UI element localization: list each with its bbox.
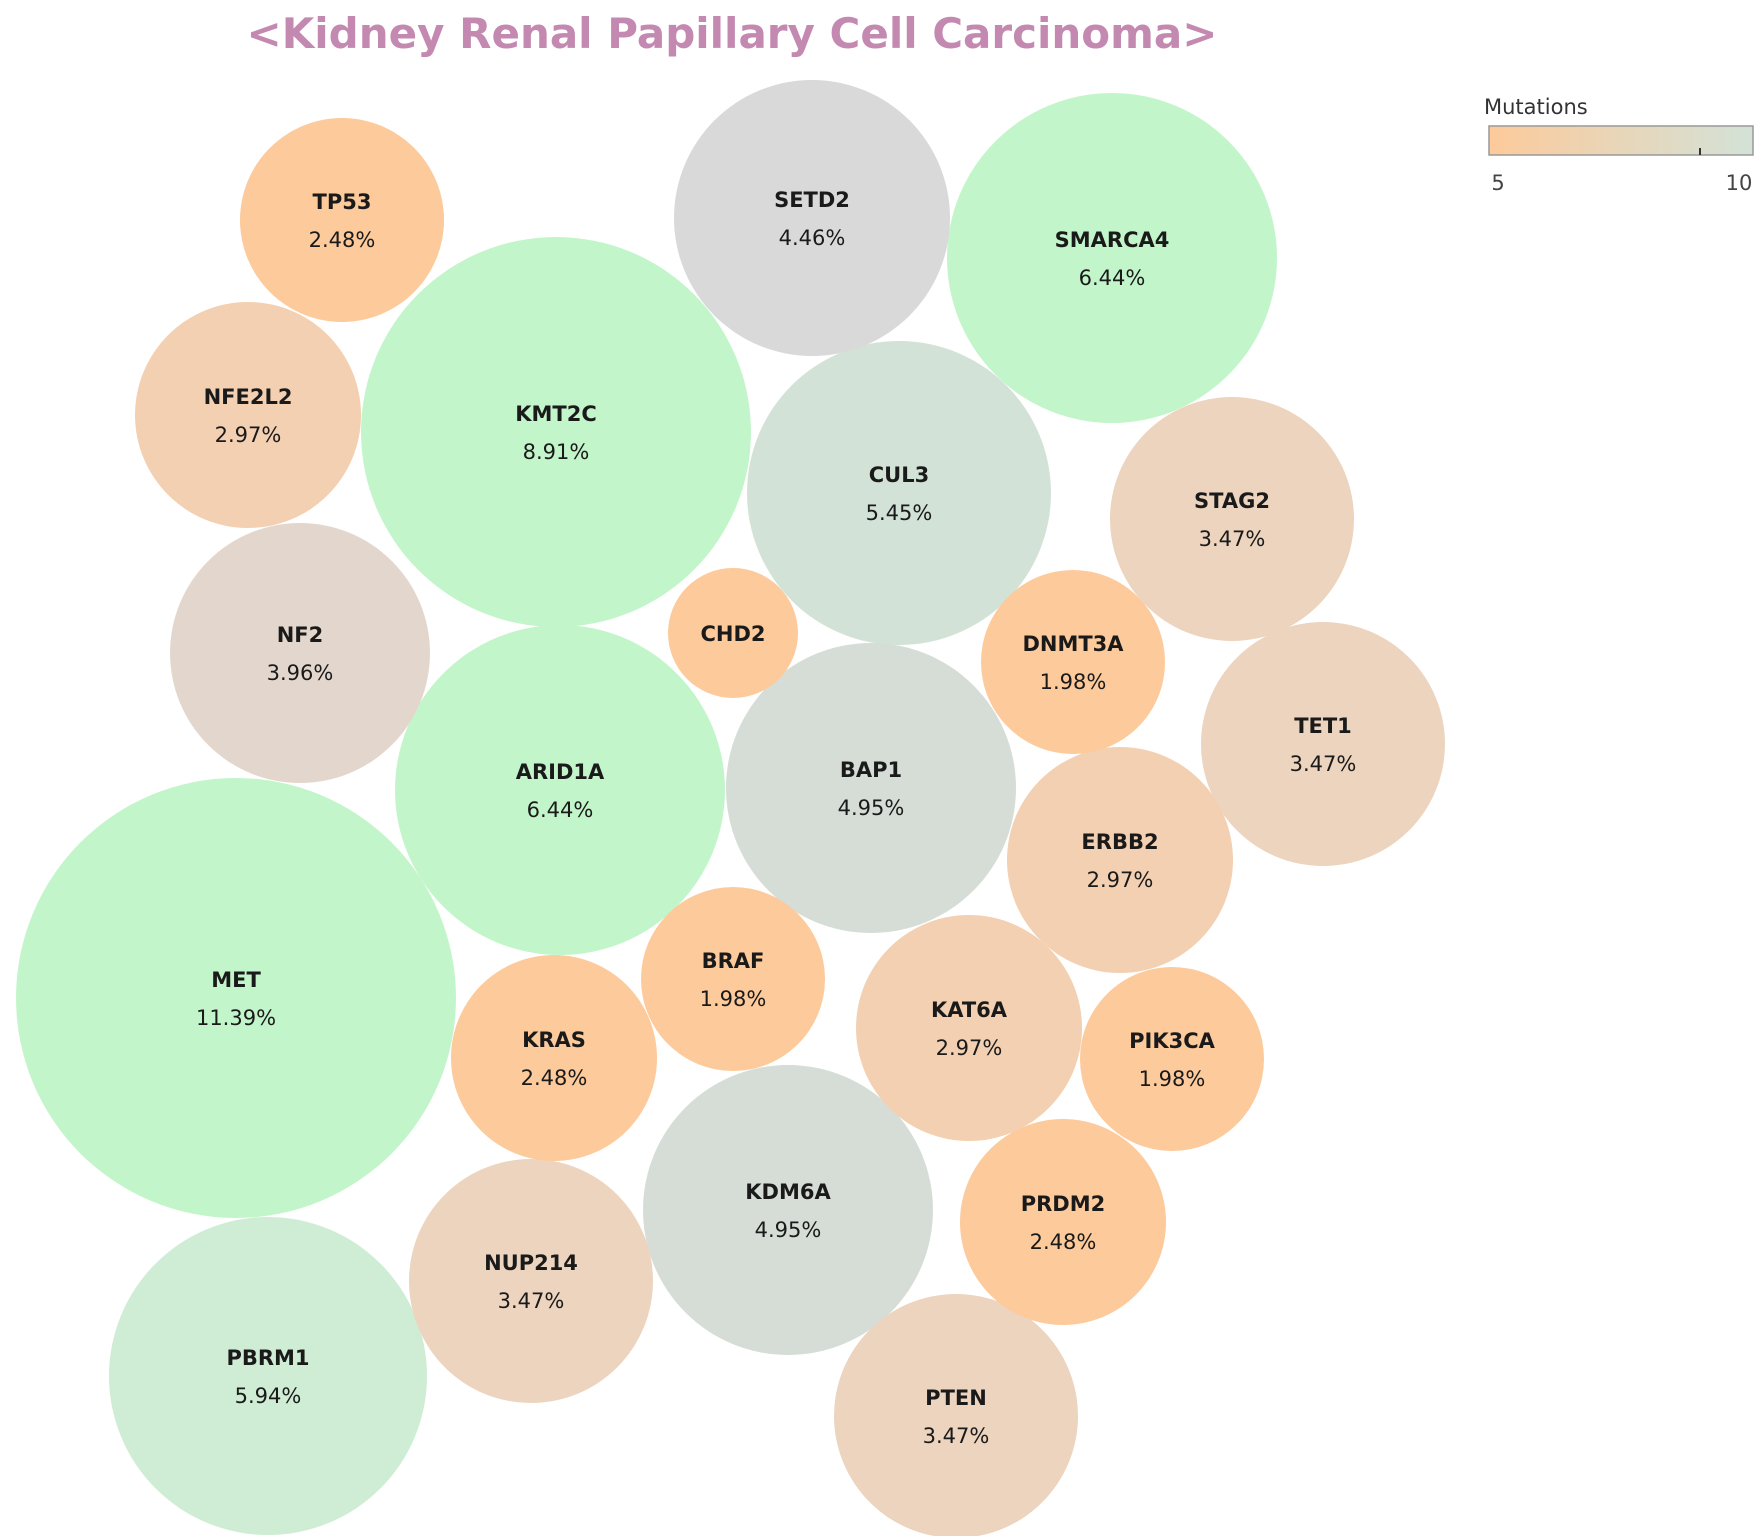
bubble-label-setd2: SETD2 — [774, 188, 850, 212]
chart-title: <Kidney Renal Papillary Cell Carcinoma> — [247, 9, 1218, 58]
bubble-label-tet1: TET1 — [1294, 714, 1352, 738]
bubble-chd2[interactable] — [668, 568, 798, 698]
bubble-percent-arid1a: 6.44% — [527, 798, 594, 822]
bubble-percent-prdm2: 2.48% — [1030, 1230, 1097, 1254]
bubble-percent-pten: 3.47% — [923, 1424, 990, 1448]
bubble-percent-kdm6a: 4.95% — [755, 1218, 822, 1242]
bubble-label-kras: KRAS — [522, 1028, 586, 1052]
colorbar-tick-high: 10 — [1726, 171, 1753, 195]
bubbles-group: MET 11.39% KMT2C 8.91% SMARCA4 6.44% ARID1A 6.4… — [16, 80, 1445, 1536]
bubble-smarca4[interactable] — [947, 93, 1277, 423]
bubble-nup214[interactable] — [409, 1159, 653, 1403]
bubble-kdm6a[interactable] — [643, 1065, 933, 1355]
bubble-bap1[interactable] — [726, 643, 1016, 933]
bubble-label-pten: PTEN — [925, 1386, 987, 1410]
bubble-percent-nup214: 3.47% — [498, 1289, 565, 1313]
bubble-dnmt3a[interactable] — [981, 570, 1165, 754]
bubble-label-nfe2l2: NFE2L2 — [204, 385, 293, 409]
bubble-cul3[interactable] — [747, 341, 1051, 645]
bubble-setd2[interactable] — [674, 80, 950, 356]
bubble-label-tp53: TP53 — [313, 190, 372, 214]
bubble-label-pik3ca: PIK3CA — [1129, 1029, 1216, 1053]
bubble-nfe2l2[interactable] — [135, 302, 361, 528]
bubble-arid1a[interactable] — [395, 625, 725, 955]
bubble-percent-nfe2l2: 2.97% — [215, 423, 282, 447]
bubble-percent-erbb2: 2.97% — [1087, 868, 1154, 892]
bubble-kras[interactable] — [451, 955, 657, 1161]
colorbar-tick-low: 5 — [1491, 171, 1504, 195]
bubble-label-stag2: STAG2 — [1194, 489, 1270, 513]
bubble-percent-setd2: 4.46% — [779, 226, 846, 250]
bubble-label-nf2: NF2 — [277, 623, 324, 647]
bubble-percent-met: 11.39% — [196, 1006, 276, 1030]
bubble-percent-stag2: 3.47% — [1199, 527, 1266, 551]
bubble-erbb2[interactable] — [1007, 747, 1233, 973]
bubble-pten[interactable] — [834, 1294, 1078, 1536]
bubble-label-dnmt3a: DNMT3A — [1022, 632, 1124, 656]
colorbar-legend: Mutations 5 10 — [1484, 95, 1754, 195]
bubble-tp53[interactable] — [240, 118, 444, 322]
bubble-percent-kmt2c: 8.91% — [523, 440, 590, 464]
bubble-label-smarca4: SMARCA4 — [1055, 228, 1170, 252]
bubble-label-erbb2: ERBB2 — [1081, 830, 1158, 854]
bubble-percent-smarca4: 6.44% — [1079, 266, 1146, 290]
bubble-label-bap1: BAP1 — [840, 758, 902, 782]
bubble-pbrm1[interactable] — [109, 1217, 427, 1535]
bubble-braf[interactable] — [641, 887, 825, 1071]
bubble-percent-pbrm1: 5.94% — [235, 1384, 302, 1408]
bubble-label-kmt2c: KMT2C — [515, 402, 597, 426]
bubble-label-kdm6a: KDM6A — [745, 1180, 831, 1204]
bubble-percent-kat6a: 2.97% — [936, 1036, 1003, 1060]
colorbar-gradient — [1488, 125, 1754, 156]
bubble-label-met: MET — [211, 968, 261, 992]
bubble-percent-dnmt3a: 1.98% — [1040, 670, 1107, 694]
bubble-percent-cul3: 5.45% — [866, 501, 933, 525]
bubble-percent-nf2: 3.96% — [267, 661, 334, 685]
bubble-label-cul3: CUL3 — [869, 463, 929, 487]
colorbar-title: Mutations — [1484, 95, 1588, 119]
bubble-label-prdm2: PRDM2 — [1021, 1192, 1106, 1216]
bubble-percent-pik3ca: 1.98% — [1139, 1067, 1206, 1091]
bubble-percent-tet1: 3.47% — [1290, 752, 1357, 776]
bubble-label-kat6a: KAT6A — [931, 998, 1008, 1022]
bubble-kmt2c[interactable] — [361, 237, 751, 627]
bubble-kat6a[interactable] — [856, 915, 1082, 1141]
bubble-prdm2[interactable] — [960, 1119, 1166, 1325]
bubble-label-chd2: CHD2 — [700, 622, 765, 646]
bubble-met[interactable] — [16, 778, 456, 1218]
bubble-nf2[interactable] — [170, 523, 430, 783]
bubble-stag2[interactable] — [1110, 397, 1354, 641]
bubble-label-nup214: NUP214 — [484, 1251, 578, 1275]
bubble-label-pbrm1: PBRM1 — [226, 1346, 309, 1370]
bubble-percent-kras: 2.48% — [521, 1066, 588, 1090]
bubble-label-braf: BRAF — [702, 949, 765, 973]
bubble-percent-braf: 1.98% — [700, 987, 767, 1011]
bubble-pik3ca[interactable] — [1080, 967, 1264, 1151]
bubble-percent-bap1: 4.95% — [838, 796, 905, 820]
bubble-tet1[interactable] — [1201, 622, 1445, 866]
bubble-label-arid1a: ARID1A — [516, 760, 605, 784]
bubble-percent-tp53: 2.48% — [309, 228, 376, 252]
